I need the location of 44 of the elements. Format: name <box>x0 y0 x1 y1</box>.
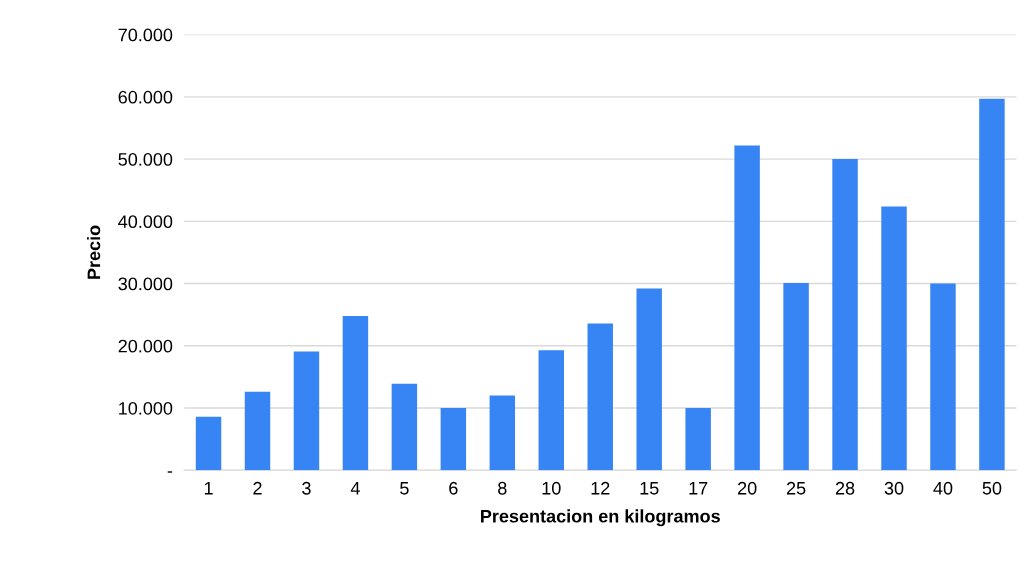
y-axis-title: Precio <box>87 225 101 279</box>
bar <box>832 159 858 471</box>
x-tick-label: 8 <box>498 481 507 495</box>
x-tick-label: 25 <box>786 481 806 495</box>
bar <box>342 315 369 471</box>
x-tick-label: 15 <box>640 482 659 495</box>
y-tick-label: 70.000 <box>118 28 173 42</box>
x-tick-label: 10 <box>542 481 561 495</box>
x-tick-label: 2 <box>253 481 262 495</box>
x-tick-label: 5 <box>400 482 409 495</box>
x-axis-title: Presentacion en kilogramos <box>481 509 720 527</box>
bar <box>685 408 711 471</box>
bar <box>293 351 320 471</box>
bar <box>587 323 613 471</box>
y-tick-label: 60.000 <box>118 90 173 104</box>
x-tick-label: 6 <box>449 481 458 495</box>
x-tick-label: 1 <box>204 482 213 495</box>
y-tick-label: - <box>167 471 173 473</box>
x-tick-label: 3 <box>302 481 311 495</box>
x-tick-label: 12 <box>591 481 610 495</box>
bar <box>734 145 760 471</box>
bar <box>391 383 418 471</box>
y-tick-label: 50.000 <box>118 153 173 166</box>
y-tick-label: 40.000 <box>118 215 173 229</box>
bar <box>881 206 907 471</box>
x-tick-label: 50 <box>982 481 1002 495</box>
x-tick-label: 40 <box>933 481 953 495</box>
x-tick-label: 30 <box>884 481 904 495</box>
bar <box>636 288 662 471</box>
y-tick-label: 30.000 <box>118 277 173 291</box>
bar <box>244 391 271 471</box>
bar <box>538 350 564 471</box>
bar <box>930 283 956 471</box>
x-tick-label: 17 <box>689 482 708 495</box>
bar <box>979 98 1005 471</box>
bar <box>489 395 516 471</box>
bar <box>195 416 222 471</box>
bar <box>440 408 467 471</box>
x-tick-label: 20 <box>737 481 757 495</box>
x-tick-label: 4 <box>350 482 360 495</box>
bar <box>783 282 809 471</box>
x-tick-label: 28 <box>835 481 855 495</box>
y-tick-label: 10.000 <box>119 401 173 415</box>
y-tick-label: 20.000 <box>118 339 173 353</box>
